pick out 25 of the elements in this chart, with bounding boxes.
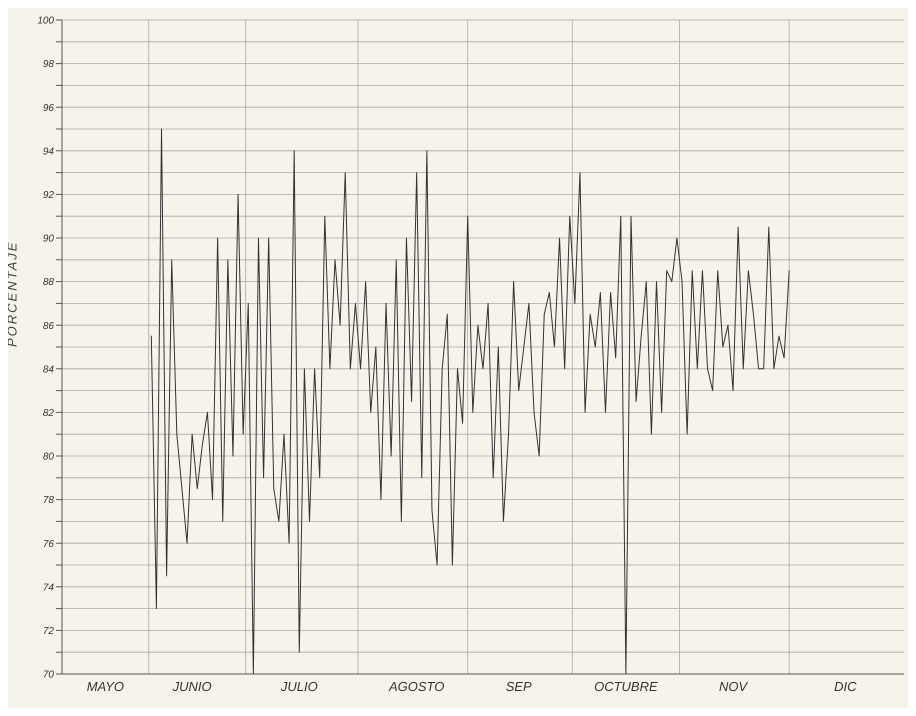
x-tick-label: MAYO <box>86 679 124 694</box>
y-tick-label: 84 <box>42 364 54 376</box>
y-tick-label: 98 <box>42 59 54 70</box>
y-tick-label: 82 <box>42 408 54 419</box>
y-tick-label: 100 <box>37 16 54 27</box>
x-tick-label: NOV <box>718 679 748 694</box>
y-tick-label: 92 <box>42 190 54 201</box>
y-tick-label: 80 <box>42 452 54 463</box>
y-tick-label: 90 <box>42 234 54 245</box>
y-tick-label: 96 <box>42 102 54 114</box>
y-tick-label: 94 <box>42 146 54 158</box>
x-tick-label: OCTUBRE <box>594 679 658 694</box>
y-tick-label: 72 <box>42 626 54 637</box>
x-tick-label: DIC <box>834 679 858 694</box>
y-tick-label: 70 <box>42 670 54 681</box>
y-tick-label: 76 <box>42 538 54 550</box>
x-tick-label: JUNIO <box>172 679 212 694</box>
line-series <box>150 128 790 674</box>
x-tick-label: SEP <box>506 679 532 694</box>
y-tick-label: 88 <box>42 277 54 288</box>
x-tick-label: AGOSTO <box>388 679 444 694</box>
x-tick-label: JULIO <box>280 679 318 694</box>
y-tick-label: 74 <box>42 582 54 594</box>
y-tick-label: 78 <box>42 495 54 506</box>
y-tick-label: 86 <box>42 320 54 332</box>
